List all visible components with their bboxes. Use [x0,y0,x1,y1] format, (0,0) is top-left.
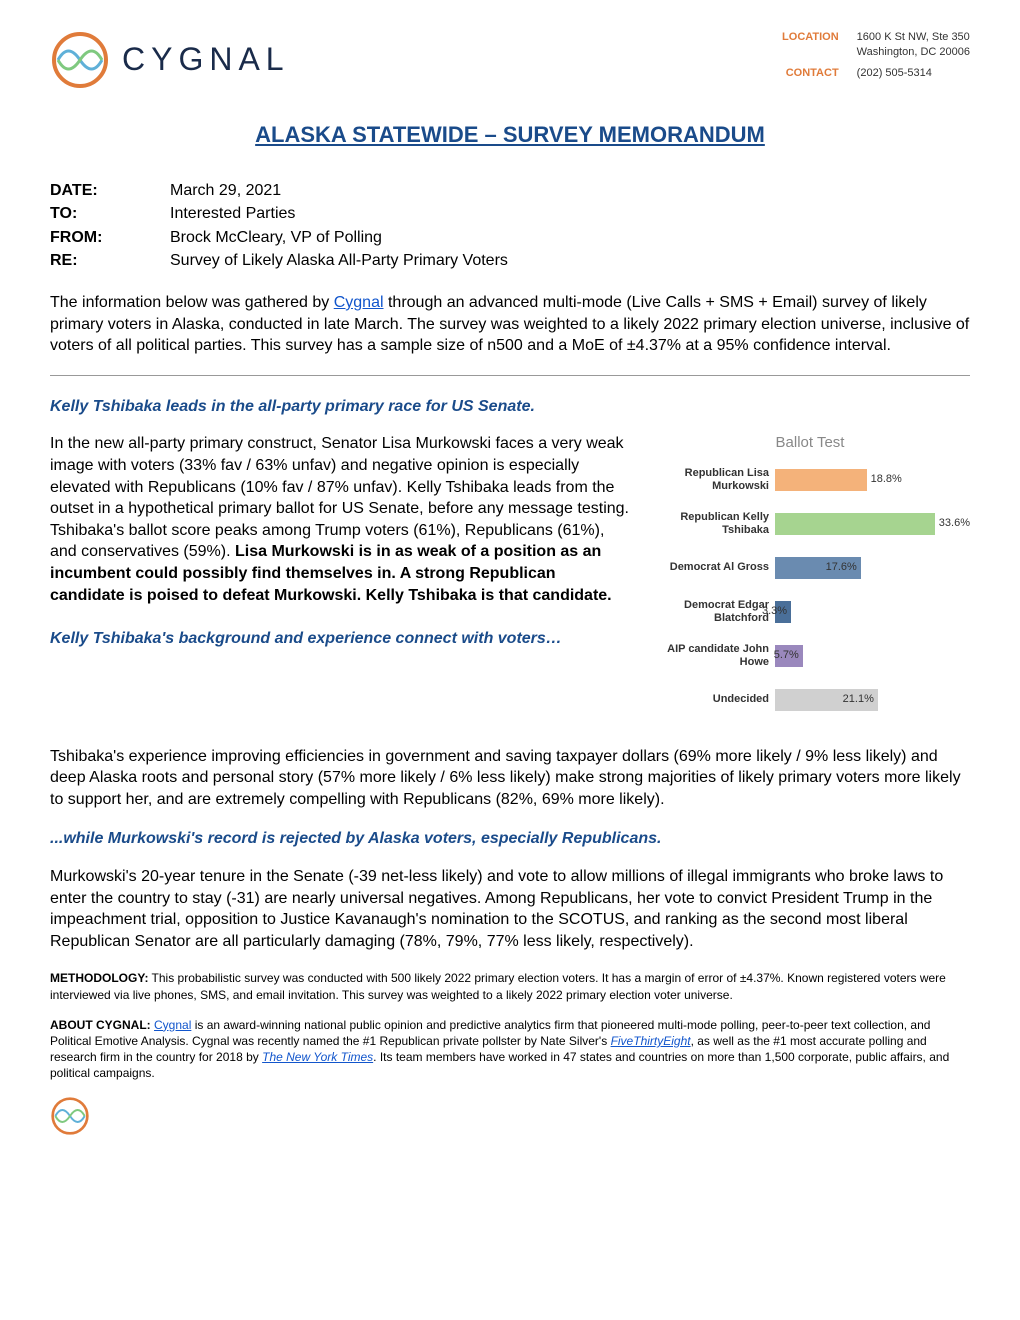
section1-head: Kelly Tshibaka leads in the all-party pr… [50,396,970,418]
chart-bar-label: Democrat Al Gross [650,561,775,574]
chart-bar: 5.7% [775,645,803,667]
about-link-nyt[interactable]: The New York Times [262,1050,373,1064]
about-link-538[interactable]: FiveThirtyEight [611,1034,691,1048]
footer-logo-icon [50,1096,90,1136]
chart-row: Democrat Al Gross17.6% [650,554,970,582]
section3-head: ...while Murkowski's record is rejected … [50,828,970,850]
chart-title: Ballot Test [650,433,970,453]
logo-icon [50,30,110,90]
meta-re: Survey of Likely Alaska All-Party Primar… [170,250,508,272]
chart-bar-label: Democrat Edgar Blatchford [650,599,775,625]
about-cygnal: ABOUT CYGNAL: Cygnal is an award-winning… [50,1017,970,1082]
meta-from: Brock McCleary, VP of Polling [170,227,382,249]
page-title: ALASKA STATEWIDE – SURVEY MEMORANDUM [50,120,970,150]
chart-bar-label: AIP candidate John Howe [650,643,775,669]
chart-row: Republican Kelly Tshibaka33.6% [650,510,970,538]
chart-bar-label: Undecided [650,693,775,706]
chart-bar-label: Republican Kelly Tshibaka [650,511,775,537]
memo-meta: DATE: March 29, 2021 TO: Interested Part… [50,180,970,272]
meta-date-label: DATE: [50,180,170,202]
contact-block: LOCATION 1600 K St NW, Ste 350 Washingto… [779,30,970,87]
contact-label: CONTACT [779,66,839,81]
meta-from-label: FROM: [50,227,170,249]
section1-body: In the new all-party primary construct, … [50,433,630,729]
cygnal-link[interactable]: Cygnal [334,294,384,311]
logo: CYGNAL [50,30,290,90]
location-value: 1600 K St NW, Ste 350 Washington, DC 200… [857,30,970,60]
chart-bar: 3.3% [775,601,791,623]
logo-text: CYGNAL [122,38,290,81]
methodology: METHODOLOGY: This probabilistic survey w… [50,970,970,1002]
meta-to: Interested Parties [170,203,295,225]
section2-body: Tshibaka's experience improving efficien… [50,746,970,811]
chart-bar [775,469,867,491]
ballot-test-chart: Republican Lisa Murkowski18.8%Republican… [650,466,970,714]
section2-head: Kelly Tshibaka's background and experien… [50,628,630,650]
chart-row: AIP candidate John Howe5.7% [650,642,970,670]
section3-body: Murkowski's 20-year tenure in the Senate… [50,866,970,952]
chart-bar [775,513,935,535]
chart-bar: 21.1% [775,689,878,711]
chart-bar-label: Republican Lisa Murkowski [650,467,775,493]
footer-logo [50,1096,970,1142]
meta-date: March 29, 2021 [170,180,281,202]
contact-phone: (202) 505-5314 [857,66,932,81]
about-link-cygnal[interactable]: Cygnal [154,1018,191,1032]
location-label: LOCATION [779,30,839,60]
intro-paragraph: The information below was gathered by Cy… [50,292,970,357]
chart-row: Undecided21.1% [650,686,970,714]
chart-row: Democrat Edgar Blatchford3.3% [650,598,970,626]
meta-to-label: TO: [50,203,170,225]
header: CYGNAL LOCATION 1600 K St NW, Ste 350 Wa… [50,30,970,90]
separator [50,375,970,376]
chart-bar: 17.6% [775,557,861,579]
chart-region: Ballot Test Republican Lisa Murkowski18.… [650,433,970,729]
chart-row: Republican Lisa Murkowski18.8% [650,466,970,494]
meta-re-label: RE: [50,250,170,272]
